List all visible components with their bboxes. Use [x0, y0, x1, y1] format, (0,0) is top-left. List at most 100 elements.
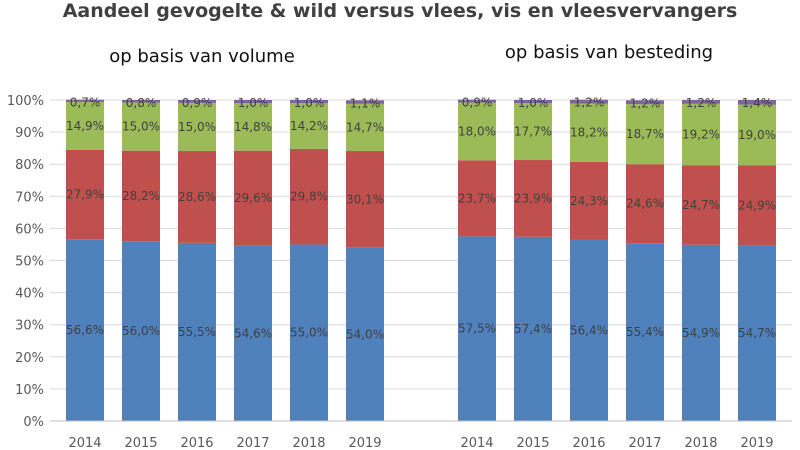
bar-segment — [122, 241, 160, 421]
data-label: 54,6% — [234, 326, 272, 340]
bar-segment — [234, 100, 272, 104]
y-tick-label: 0% — [23, 415, 44, 430]
bar-segment — [346, 100, 384, 104]
y-tick-label: 90% — [15, 126, 44, 141]
bar-segment — [738, 104, 776, 166]
x-tick-label: 2019 — [740, 436, 773, 450]
data-label: 19,2% — [682, 128, 720, 142]
bar-segment — [122, 100, 160, 103]
y-tick-label: 40% — [15, 287, 44, 302]
bar-segment — [234, 103, 272, 151]
y-tick-label: 30% — [15, 319, 44, 334]
data-label: 14,8% — [234, 120, 272, 134]
bar-segment — [570, 161, 608, 240]
data-label: 29,8% — [290, 190, 328, 204]
bar-segment — [570, 239, 608, 421]
data-label: 27,9% — [66, 188, 104, 202]
data-label: 24,6% — [626, 197, 664, 211]
panel-subtitle-volume: op basis van volume — [109, 46, 295, 67]
data-label: 18,7% — [626, 127, 664, 141]
data-label: 56,0% — [122, 324, 160, 338]
data-label: 56,6% — [66, 323, 104, 337]
data-label: 55,0% — [290, 326, 328, 340]
bar-segment — [66, 149, 104, 240]
bar-segment — [570, 99, 608, 104]
bar-segment — [122, 150, 160, 242]
data-label: 28,6% — [178, 190, 216, 204]
bar-segment — [626, 243, 664, 421]
bar-segment — [234, 245, 272, 421]
bar-segment — [66, 101, 104, 150]
bar-segment — [290, 244, 328, 421]
gridlines — [50, 99, 792, 422]
data-label: 24,7% — [682, 198, 720, 212]
bar-segment — [626, 164, 664, 244]
x-tick-label: 2018 — [684, 436, 717, 450]
bar-segment — [626, 100, 664, 105]
data-label: 23,7% — [458, 191, 496, 205]
y-tick-label: 10% — [15, 383, 44, 398]
bar-segment — [178, 151, 216, 243]
y-tick-label: 50% — [15, 255, 44, 270]
x-tick-label: 2014 — [68, 436, 101, 450]
data-label: 15,0% — [178, 120, 216, 134]
bar-segment — [346, 151, 384, 248]
data-label: 57,4% — [514, 322, 552, 336]
bar-segment — [738, 100, 776, 105]
bar-segment — [682, 165, 720, 245]
bar-segment — [514, 100, 552, 104]
data-label: 55,4% — [626, 325, 664, 339]
x-tick-label: 2019 — [348, 436, 381, 450]
data-label: 1,4% — [742, 96, 773, 110]
data-label: 14,9% — [66, 119, 104, 133]
bars — [66, 99, 776, 421]
data-labels: 56,6% 27,9% 14,9% 0,7% 56,0% 28,2% 15,0% 0,8% 55… — [66, 96, 776, 342]
bar-segment — [514, 160, 552, 237]
data-label: 19,0% — [738, 128, 776, 142]
x-tick-label: 2017 — [236, 436, 269, 450]
bar-segment — [178, 242, 216, 421]
data-label: 0,9% — [182, 96, 213, 110]
y-tick-label: 80% — [15, 158, 44, 173]
data-label: 56,4% — [570, 323, 608, 337]
y-tick-label: 20% — [15, 351, 44, 366]
data-label: 1,2% — [630, 96, 661, 110]
bar-segment — [738, 165, 776, 246]
bar-segment — [682, 100, 720, 104]
x-tick-label: 2014 — [460, 436, 493, 450]
data-label: 14,2% — [290, 119, 328, 133]
bar-segment — [290, 148, 328, 245]
data-label: 54,9% — [682, 326, 720, 340]
bar-segment — [234, 150, 272, 246]
data-label: 17,7% — [514, 125, 552, 139]
bar-segment — [346, 103, 384, 152]
y-tick-label: 100% — [7, 94, 44, 109]
bar-segment — [738, 245, 776, 421]
data-label: 15,0% — [122, 120, 160, 134]
bar-segment — [122, 102, 160, 151]
data-label: 1,0% — [294, 96, 325, 110]
bar-segment — [570, 103, 608, 162]
chart-title: Aandeel gevogelte & wild versus vlees, v… — [63, 0, 738, 22]
data-label: 0,8% — [126, 96, 157, 110]
bar-segment — [178, 100, 216, 103]
bar-segment — [290, 100, 328, 104]
data-label: 14,7% — [346, 120, 384, 134]
x-tick-label: 2018 — [292, 436, 325, 450]
data-label: 30,1% — [346, 192, 384, 206]
bar-segment — [458, 160, 496, 237]
data-label: 18,2% — [570, 126, 608, 140]
bar-segment — [290, 103, 328, 149]
data-label: 55,5% — [178, 325, 216, 339]
data-label: 54,0% — [346, 327, 384, 341]
bar-segment — [514, 103, 552, 161]
bar-segment — [346, 247, 384, 421]
y-tick-label: 70% — [15, 190, 44, 205]
x-tick-label: 2015 — [124, 436, 157, 450]
data-label: 57,5% — [458, 322, 496, 336]
data-label: 1,2% — [686, 96, 717, 110]
bar-segment — [458, 236, 496, 421]
bar-segment — [682, 244, 720, 421]
data-label: 24,9% — [738, 198, 776, 212]
